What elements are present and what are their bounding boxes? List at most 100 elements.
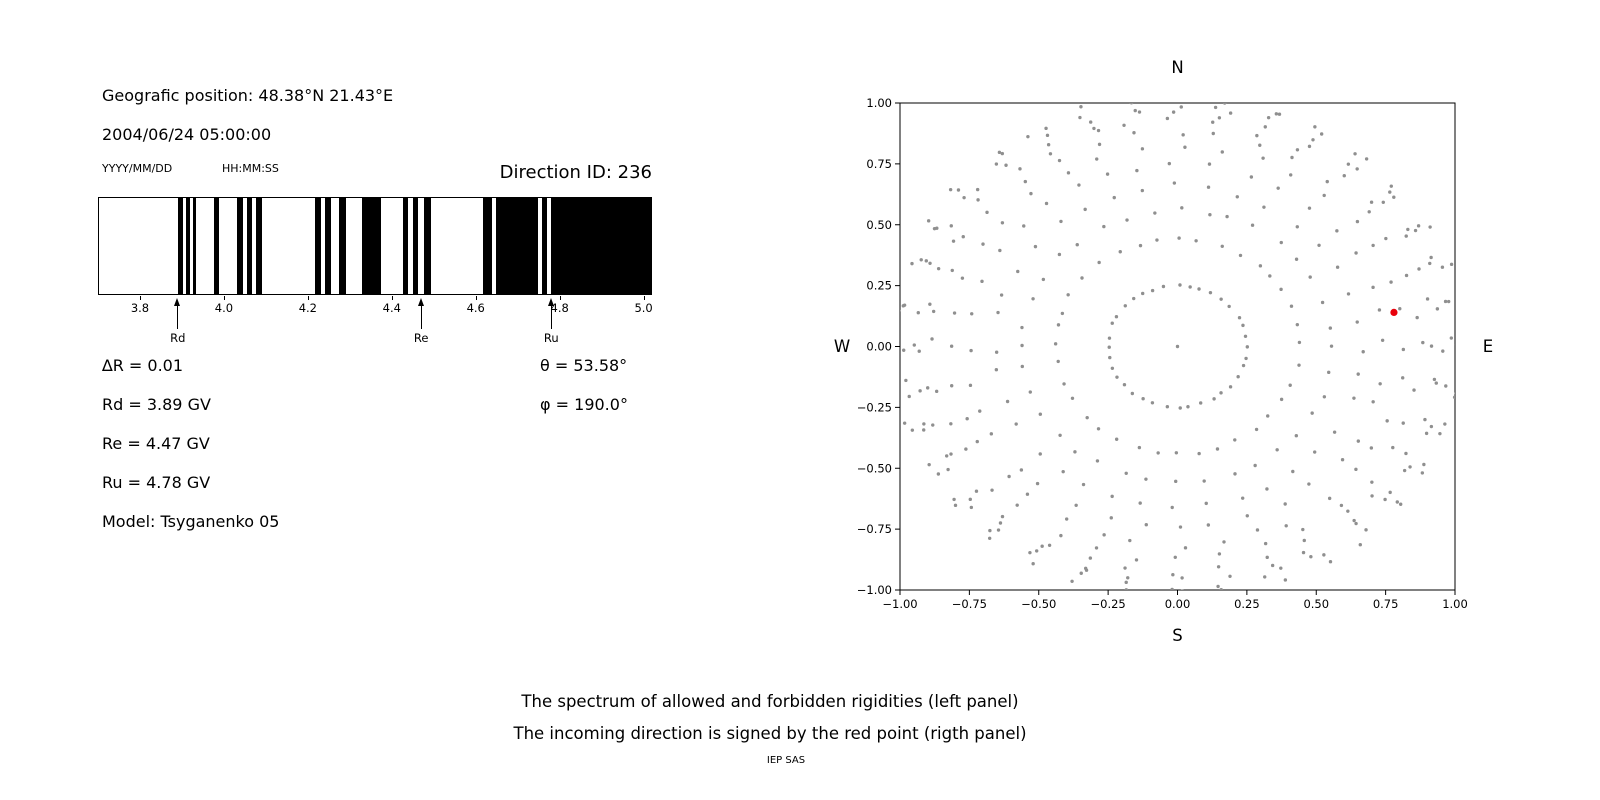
direction-dot <box>1018 167 1022 171</box>
direction-dot <box>1415 315 1419 320</box>
direction-dot <box>1352 396 1356 400</box>
allowed-rigidity-band <box>542 198 547 294</box>
direction-dot <box>1378 382 1382 386</box>
direction-dot <box>1354 467 1358 472</box>
allowed-rigidity-band <box>362 198 381 294</box>
direction-dot <box>1270 563 1275 568</box>
direction-dot <box>1301 550 1306 555</box>
direction-dot <box>949 422 953 426</box>
direction-dot <box>1295 322 1300 327</box>
rigidity-tick-label: 4.2 <box>298 301 317 315</box>
direction-dot <box>1183 546 1188 550</box>
direction-dot <box>1097 142 1102 147</box>
rigidity-tick-mark <box>559 296 561 300</box>
direction-dot <box>1025 492 1030 496</box>
arrow-stem <box>177 304 179 329</box>
direction-dot <box>1183 96 1186 99</box>
direction-dot <box>1216 565 1221 569</box>
direction-dot <box>1122 123 1126 128</box>
phi-value: φ = 190.0° <box>540 395 628 414</box>
compass-north-label: N <box>1171 58 1184 77</box>
direction-dot <box>901 304 905 308</box>
direction-dot <box>1241 323 1245 328</box>
direction-dot <box>1404 451 1408 456</box>
direction-dot <box>1255 133 1259 138</box>
direction-dot <box>1020 343 1024 348</box>
direction-dot <box>1183 145 1187 149</box>
direction-dot <box>1443 422 1447 426</box>
direction-dot <box>950 268 954 273</box>
direction-dot <box>1389 280 1393 284</box>
direction-dot <box>1212 397 1216 401</box>
direction-dot <box>1122 383 1127 387</box>
compass-south-label: S <box>1172 626 1183 645</box>
direction-dot <box>1062 382 1066 386</box>
direction-dot <box>1134 558 1139 562</box>
x-tick-label: 0.00 <box>1165 597 1191 611</box>
direction-dot <box>1392 195 1396 199</box>
direction-dot <box>1432 377 1437 382</box>
direction-dot <box>1078 115 1082 120</box>
direction-dot <box>1254 427 1259 432</box>
direction-dot <box>1253 463 1257 468</box>
direction-dot <box>1401 347 1406 352</box>
direction-dot <box>1102 224 1106 229</box>
direction-dot <box>1398 502 1403 506</box>
direction-dot <box>1156 451 1160 455</box>
direction-dot <box>948 187 953 192</box>
direction-dot <box>999 293 1004 297</box>
direction-dot <box>1041 277 1046 282</box>
direction-dot <box>1335 229 1339 233</box>
direction-dot <box>1424 431 1429 436</box>
rigidity-x-axis: 3.8 4.0 4.2 4.4 4.6 4.8 5.0 <box>98 295 653 319</box>
direction-dot <box>1026 134 1030 139</box>
direction-dot <box>1327 496 1332 501</box>
rigidity-tick-label: 4.6 <box>466 301 485 315</box>
allowed-rigidity-band <box>496 198 539 294</box>
direction-dot <box>1020 364 1025 369</box>
rigidity-tick-mark <box>307 296 309 300</box>
direction-dot <box>1124 471 1128 475</box>
direction-dot <box>922 422 926 426</box>
direction-dot <box>1031 297 1035 301</box>
theta-value: θ = 53.58° <box>540 356 628 375</box>
direction-dot <box>1046 142 1051 147</box>
direction-dot <box>1171 573 1175 577</box>
direction-dot <box>1171 110 1176 114</box>
direction-dot <box>1044 201 1049 206</box>
direction-dot <box>1307 144 1312 149</box>
direction-dot <box>1429 344 1434 348</box>
direction-dot <box>1211 120 1215 124</box>
direction-dot <box>1133 108 1137 113</box>
direction-dot <box>1061 469 1065 474</box>
direction-dot <box>1102 533 1106 537</box>
direction-dot <box>969 505 974 510</box>
direction-id-label: Direction ID: 236 <box>499 162 652 183</box>
direction-dot <box>949 452 953 456</box>
direction-dot <box>1140 188 1145 193</box>
direction-dot <box>1297 340 1302 345</box>
direction-dot <box>956 188 961 192</box>
geographic-position-label: Geografic position: 48.38°N 21.43°E <box>102 86 394 105</box>
direction-dot <box>1137 445 1142 450</box>
direction-dot <box>931 423 935 427</box>
direction-dot <box>1155 238 1159 242</box>
direction-dot <box>1161 284 1166 289</box>
direction-dot <box>1355 320 1359 324</box>
direction-dot <box>1236 375 1240 379</box>
allowed-rigidity-band <box>192 198 197 294</box>
direction-dot <box>1172 181 1177 185</box>
direction-dot <box>1060 311 1065 316</box>
direction-dot <box>936 266 941 271</box>
direction-dot <box>1208 212 1212 217</box>
rigidity-tick-label: 3.8 <box>130 301 150 315</box>
direction-dot <box>1204 501 1208 506</box>
direction-dot <box>1295 148 1300 152</box>
direction-dot <box>987 536 992 540</box>
direction-dot <box>893 338 896 341</box>
direction-dot <box>964 447 968 451</box>
direction-dot <box>1335 265 1340 269</box>
rigidity-tick-mark <box>139 296 141 300</box>
allowed-rigidity-band <box>247 198 253 294</box>
x-tick-label: 0.25 <box>1234 597 1260 611</box>
